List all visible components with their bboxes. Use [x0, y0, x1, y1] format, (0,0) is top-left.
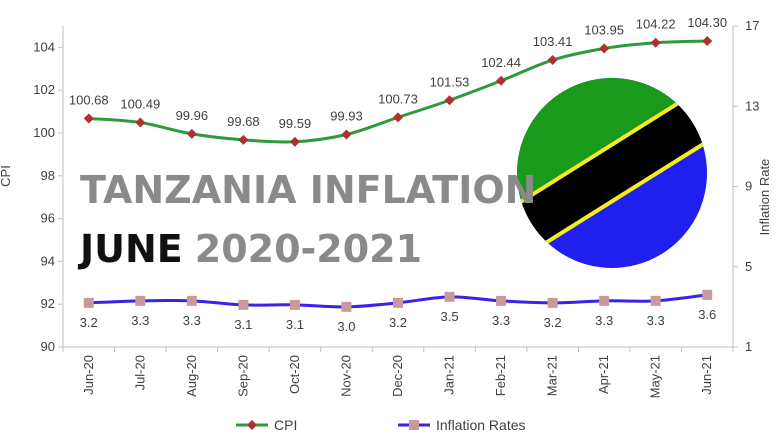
- flag-black-band: [517, 78, 707, 268]
- cpi-data-label: 100.68: [69, 92, 109, 107]
- cpi-point: [289, 136, 300, 147]
- right-axis-title: Inflation Rate: [757, 159, 772, 236]
- overlay-title-years: 2020-2021: [195, 227, 422, 271]
- right-tick-label: 9: [745, 179, 752, 194]
- left-tick-label: 104: [33, 39, 55, 54]
- cpi-data-label: 99.59: [279, 116, 312, 131]
- cpi-data-label: 99.96: [176, 108, 209, 123]
- cpi-point: [341, 129, 352, 140]
- inflation-rates-point: [83, 297, 94, 308]
- x-tick-label: Jun-20: [81, 355, 96, 395]
- inflation-rates-point: [547, 297, 558, 308]
- chart-series: 100.68 100.49 99.96 99.68 99.59 99.93 100.73 10…: [69, 15, 727, 334]
- cpi-data-label: 103.41: [533, 34, 573, 49]
- inflation-rates-point: [444, 291, 455, 302]
- x-tick-label: Jan-21: [442, 355, 457, 395]
- inflation-rates-point: [341, 301, 352, 312]
- cpi-point: [135, 117, 146, 128]
- x-tick-label: Mar-21: [545, 355, 560, 396]
- inflation-rates-point: [650, 295, 661, 306]
- cpi-data-label: 100.49: [120, 97, 160, 112]
- cpi-point: [186, 128, 197, 139]
- inflation-rates-data-label: 3.2: [389, 315, 407, 330]
- left-tick-label: 102: [33, 82, 55, 97]
- tanzania-flag-icon: [517, 78, 707, 268]
- inflation-rates-point: [599, 295, 610, 306]
- cpi-data-label: 102.44: [481, 55, 521, 70]
- inflation-rates-data-label: 3.6: [698, 307, 716, 322]
- inflation-rates-point: [289, 299, 300, 310]
- right-tick-label: 5: [745, 259, 752, 274]
- inflation-rates-point: [393, 297, 403, 308]
- legend-inflation-rates-label: Inflation Rates: [436, 417, 526, 433]
- x-tick-label: May-21: [648, 355, 663, 398]
- flag-yellow-stripe-bottom: [517, 78, 707, 268]
- chart-axes: 90 92 94 96 98 100 102 104 1 5 9 13 17 Jun-20 Jul-20 Au…: [0, 18, 772, 398]
- overlay-title-line2: JUNE 2020-2021: [77, 227, 422, 271]
- legend-inflation-rates-marker: [409, 420, 419, 430]
- chart-legend: CPI Inflation Rates: [236, 417, 526, 433]
- x-tick-label: Jun-21: [699, 355, 714, 395]
- flag-yellow-stripe-top: [517, 78, 707, 268]
- inflation-rates-data-label: 3.3: [183, 313, 201, 328]
- cpi-point: [547, 55, 558, 66]
- cpi-point: [496, 75, 507, 86]
- inflation-rates-data-label: 3.3: [492, 313, 510, 328]
- inflation-rates-point: [135, 295, 146, 306]
- legend-cpi-label: CPI: [274, 417, 297, 433]
- left-tick-label: 90: [41, 339, 55, 354]
- left-tick-label: 94: [41, 253, 55, 268]
- left-tick-label: 100: [33, 125, 55, 140]
- cpi-data-label: 103.95: [584, 22, 624, 37]
- inflation-rates-data-label: 3.3: [131, 313, 149, 328]
- cpi-data-label: 104.30: [687, 15, 727, 30]
- left-tick-label: 96: [41, 211, 55, 226]
- inflation-rates-data-label: 3.5: [440, 309, 458, 324]
- inflation-rates-point: [186, 295, 197, 306]
- cpi-point: [83, 113, 94, 124]
- inflation-rates-point: [702, 289, 713, 300]
- cpi-data-label: 104.22: [636, 17, 676, 32]
- cpi-data-label: 101.53: [430, 74, 470, 89]
- inflation-rates-data-label: 3.2: [80, 315, 98, 330]
- cpi-point: [650, 37, 661, 48]
- inflation-rates-data-label: 3.1: [234, 317, 252, 332]
- x-tick-label: Apr-21: [596, 355, 611, 394]
- legend-cpi-marker: [247, 420, 257, 430]
- left-tick-label: 92: [41, 296, 55, 311]
- inflation-rates-data-label: 3.1: [286, 317, 304, 332]
- inflation-rates-data-label: 3.3: [595, 313, 613, 328]
- cpi-point: [599, 43, 610, 54]
- inflation-rates-data-label: 3.2: [544, 315, 562, 330]
- title-overlay: TANZANIA INFLATION JUNE 2020-2021: [77, 168, 536, 271]
- inflation-rates-data-label: 3.0: [337, 319, 355, 334]
- x-tick-label: Feb-21: [493, 355, 508, 396]
- overlay-title-line1: TANZANIA INFLATION: [80, 168, 536, 212]
- cpi-point: [444, 95, 455, 106]
- x-tick-label: Aug-20: [184, 355, 199, 397]
- inflation-rates-point: [238, 299, 249, 310]
- right-tick-label: 13: [745, 98, 759, 113]
- right-tick-label: 1: [745, 339, 752, 354]
- inflation-rates-data-label: 3.3: [647, 313, 665, 328]
- x-tick-label: Nov-20: [338, 355, 353, 397]
- x-tick-label: Oct-20: [287, 355, 302, 394]
- flag-body: [517, 78, 707, 268]
- cpi-data-label: 99.93: [330, 108, 363, 123]
- cpi-point: [238, 134, 249, 145]
- cpi-point: [393, 112, 403, 123]
- inflation-rates-point: [496, 295, 507, 306]
- x-tick-label: Dec-20: [390, 355, 405, 397]
- right-tick-label: 17: [745, 18, 759, 33]
- overlay-title-month: JUNE: [77, 227, 183, 271]
- cpi-point: [702, 35, 713, 46]
- left-axis-title: CPI: [0, 165, 13, 187]
- cpi-data-label: 99.68: [227, 114, 260, 129]
- x-tick-label: Sep-20: [235, 355, 250, 397]
- cpi-data-label: 100.73: [378, 91, 418, 106]
- left-tick-label: 98: [41, 168, 55, 183]
- x-tick-label: Jul-20: [132, 355, 147, 390]
